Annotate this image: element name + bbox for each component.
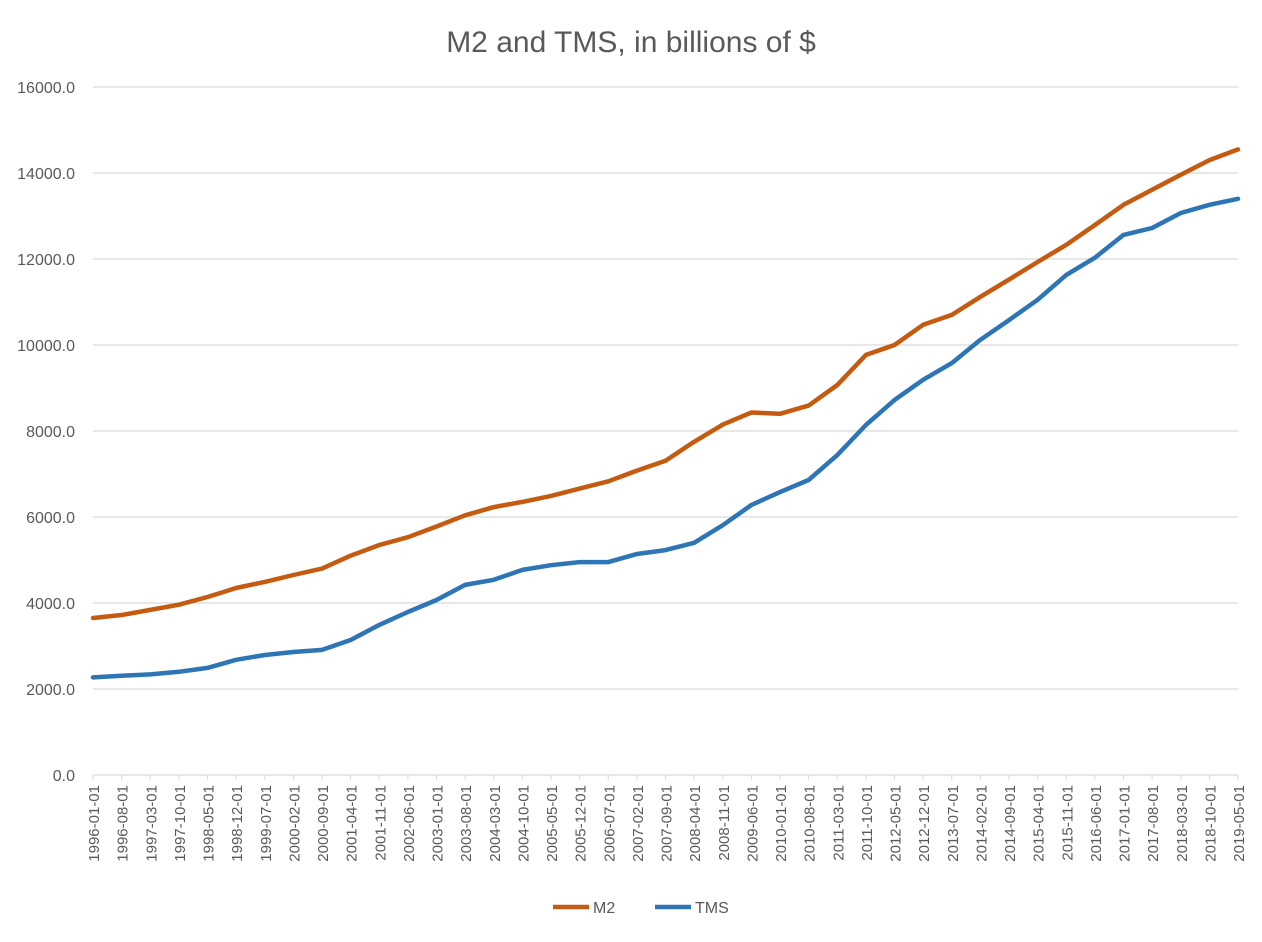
y-tick-label: 12000.0 — [17, 252, 75, 269]
x-tick-label: 1999-07-01 — [258, 785, 275, 862]
x-tick-label: 2013-07-01 — [945, 785, 962, 862]
y-tick-label: 14000.0 — [17, 166, 75, 183]
x-tick-label: 1997-03-01 — [143, 785, 160, 862]
x-tick-label: 2000-02-01 — [286, 785, 303, 862]
y-tick-label: 0.0 — [53, 768, 75, 785]
y-axis-ticks: 0.0 2000.0 4000.0 6000.0 8000.0 10000.0 12000.… — [17, 80, 75, 785]
x-tick-label: 2016-06-01 — [1088, 785, 1105, 862]
x-tick-label: 1997-10-01 — [172, 785, 189, 862]
x-tick-label: 2011-03-01 — [830, 785, 847, 861]
x-tick-label: 2014-02-01 — [973, 785, 990, 862]
x-tick-label: 2005-12-01 — [573, 785, 590, 862]
x-tick-label: 2008-11-01 — [716, 785, 733, 861]
x-tick-label: 2002-06-01 — [401, 785, 418, 862]
x-tick-label: 2007-02-01 — [630, 785, 647, 862]
x-tick-label: 2000-09-01 — [315, 785, 332, 862]
x-tick-label: 2011-10-01 — [859, 785, 876, 861]
y-tick-label: 8000.0 — [26, 424, 75, 441]
x-tick-label: 2012-05-01 — [888, 785, 905, 862]
x-tick-label: 2018-03-01 — [1174, 785, 1191, 862]
x-tick-label: 2001-11-01 — [372, 785, 389, 861]
legend: M2 TMS — [553, 900, 729, 917]
gridlines — [93, 87, 1238, 775]
y-tick-label: 4000.0 — [26, 596, 75, 613]
x-axis-ticks: 1996-01-01 1996-08-01 1997-03-01 1997-10-01… — [86, 775, 1248, 862]
series-line-m2 — [93, 149, 1238, 618]
x-tick-label: 1996-01-01 — [86, 785, 103, 862]
x-tick-label: 1998-12-01 — [229, 785, 246, 862]
series-line-tms — [93, 199, 1238, 678]
x-tick-label: 2018-10-01 — [1202, 785, 1219, 862]
x-tick-label: 2004-03-01 — [487, 785, 504, 862]
x-tick-label: 1998-05-01 — [201, 785, 218, 862]
x-tick-label: 2006-07-01 — [601, 785, 618, 862]
x-tick-label: 2009-06-01 — [744, 785, 761, 862]
x-tick-label: 2005-05-01 — [544, 785, 561, 862]
x-tick-label: 2003-08-01 — [458, 785, 475, 862]
x-tick-label: 2012-12-01 — [916, 785, 933, 862]
legend-label-tms: TMS — [695, 900, 729, 917]
x-tick-label: 1996-08-01 — [115, 785, 132, 862]
y-tick-label: 6000.0 — [26, 510, 75, 527]
y-tick-label: 10000.0 — [17, 338, 75, 355]
x-tick-label: 2004-10-01 — [515, 785, 532, 862]
x-tick-label: 2017-01-01 — [1117, 785, 1134, 862]
x-tick-label: 2010-08-01 — [802, 785, 819, 862]
x-tick-label: 2019-05-01 — [1231, 785, 1248, 862]
x-tick-label: 2014-09-01 — [1002, 785, 1019, 862]
x-tick-label: 2017-08-01 — [1145, 785, 1162, 862]
x-tick-label: 2015-11-01 — [1059, 785, 1076, 861]
x-tick-label: 2003-01-01 — [430, 785, 447, 862]
x-tick-label: 2001-04-01 — [344, 785, 361, 862]
x-tick-label: 2010-01-01 — [773, 785, 790, 862]
series-lines — [93, 149, 1238, 677]
y-tick-label: 2000.0 — [26, 682, 75, 699]
x-tick-label: 2007-09-01 — [659, 785, 676, 862]
x-tick-label: 2008-04-01 — [687, 785, 704, 862]
x-tick-label: 2015-04-01 — [1031, 785, 1048, 862]
y-tick-label: 16000.0 — [17, 80, 75, 97]
legend-label-m2: M2 — [593, 900, 615, 917]
chart-title: M2 and TMS, in billions of $ — [446, 26, 816, 59]
